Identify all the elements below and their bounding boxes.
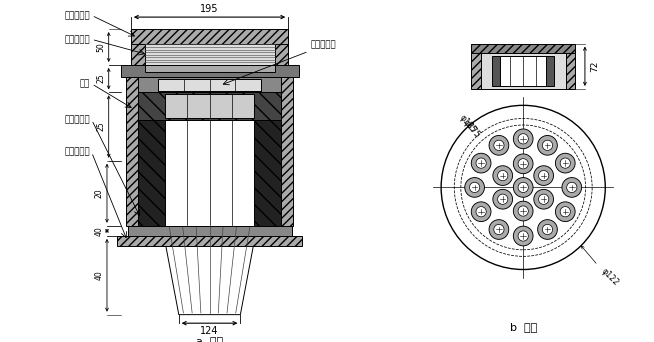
- Polygon shape: [472, 53, 481, 89]
- Circle shape: [513, 226, 533, 246]
- Circle shape: [518, 206, 528, 216]
- Polygon shape: [275, 29, 288, 77]
- Circle shape: [555, 202, 575, 222]
- Circle shape: [513, 201, 533, 221]
- Text: φ175: φ175: [461, 118, 481, 140]
- Polygon shape: [138, 161, 170, 236]
- Circle shape: [494, 140, 504, 150]
- Text: b  平面: b 平面: [509, 322, 537, 332]
- Polygon shape: [145, 65, 275, 72]
- Circle shape: [494, 224, 504, 235]
- Circle shape: [560, 158, 570, 168]
- Circle shape: [489, 135, 509, 155]
- Circle shape: [566, 182, 577, 193]
- Text: 25: 25: [96, 122, 105, 131]
- Polygon shape: [120, 65, 298, 77]
- Circle shape: [542, 140, 553, 150]
- Text: 40: 40: [95, 226, 103, 236]
- Text: 防松脱弹簧: 防松脱弹簧: [64, 35, 90, 44]
- Text: a  剖面: a 剖面: [196, 337, 223, 342]
- Circle shape: [472, 153, 491, 173]
- Circle shape: [518, 182, 528, 193]
- Circle shape: [476, 207, 486, 217]
- Circle shape: [493, 189, 513, 209]
- Circle shape: [513, 154, 533, 174]
- Circle shape: [498, 194, 508, 205]
- Text: 保护罩上盖: 保护罩上盖: [64, 11, 90, 20]
- Circle shape: [513, 177, 533, 197]
- Text: φ122: φ122: [600, 267, 621, 288]
- Circle shape: [534, 189, 553, 209]
- Circle shape: [470, 182, 480, 193]
- Circle shape: [534, 166, 553, 185]
- Text: 防松脱压板: 防松脱压板: [311, 41, 336, 50]
- Polygon shape: [138, 120, 281, 226]
- Circle shape: [518, 134, 528, 144]
- Polygon shape: [566, 53, 575, 89]
- Polygon shape: [138, 92, 281, 120]
- Circle shape: [538, 194, 549, 205]
- Text: 过渡钢锥管: 过渡钢锥管: [64, 115, 90, 124]
- Polygon shape: [249, 161, 281, 236]
- Polygon shape: [472, 44, 575, 53]
- Circle shape: [472, 202, 491, 222]
- Text: 锚环: 锚环: [80, 79, 90, 88]
- Circle shape: [538, 220, 557, 239]
- Polygon shape: [500, 56, 546, 86]
- Polygon shape: [126, 77, 138, 226]
- Polygon shape: [492, 56, 555, 86]
- Circle shape: [465, 177, 485, 197]
- Circle shape: [538, 170, 549, 181]
- Polygon shape: [117, 236, 302, 246]
- Circle shape: [518, 159, 528, 169]
- Polygon shape: [131, 29, 145, 77]
- Text: 保护罩底座: 保护罩底座: [64, 148, 90, 157]
- Polygon shape: [138, 77, 281, 92]
- Circle shape: [560, 207, 570, 217]
- Circle shape: [518, 231, 528, 241]
- Text: 20: 20: [95, 188, 103, 198]
- Text: 50: 50: [96, 42, 105, 52]
- Circle shape: [476, 158, 486, 168]
- Circle shape: [562, 177, 581, 197]
- Text: 195: 195: [200, 4, 219, 14]
- Circle shape: [489, 220, 509, 239]
- Polygon shape: [158, 79, 261, 91]
- Text: 72: 72: [590, 61, 599, 72]
- Text: 25: 25: [96, 74, 105, 83]
- Text: 40: 40: [95, 271, 103, 280]
- Polygon shape: [165, 94, 254, 118]
- Polygon shape: [131, 29, 288, 44]
- Circle shape: [498, 170, 508, 181]
- Circle shape: [555, 153, 575, 173]
- Circle shape: [542, 224, 553, 235]
- Polygon shape: [481, 53, 566, 89]
- Text: φ185: φ185: [457, 113, 477, 135]
- Polygon shape: [150, 161, 269, 315]
- Polygon shape: [145, 44, 275, 65]
- Polygon shape: [128, 226, 292, 236]
- Polygon shape: [165, 120, 254, 226]
- Circle shape: [538, 135, 557, 155]
- Text: 124: 124: [200, 326, 219, 336]
- Polygon shape: [281, 77, 294, 226]
- Circle shape: [513, 129, 533, 149]
- Circle shape: [493, 166, 513, 185]
